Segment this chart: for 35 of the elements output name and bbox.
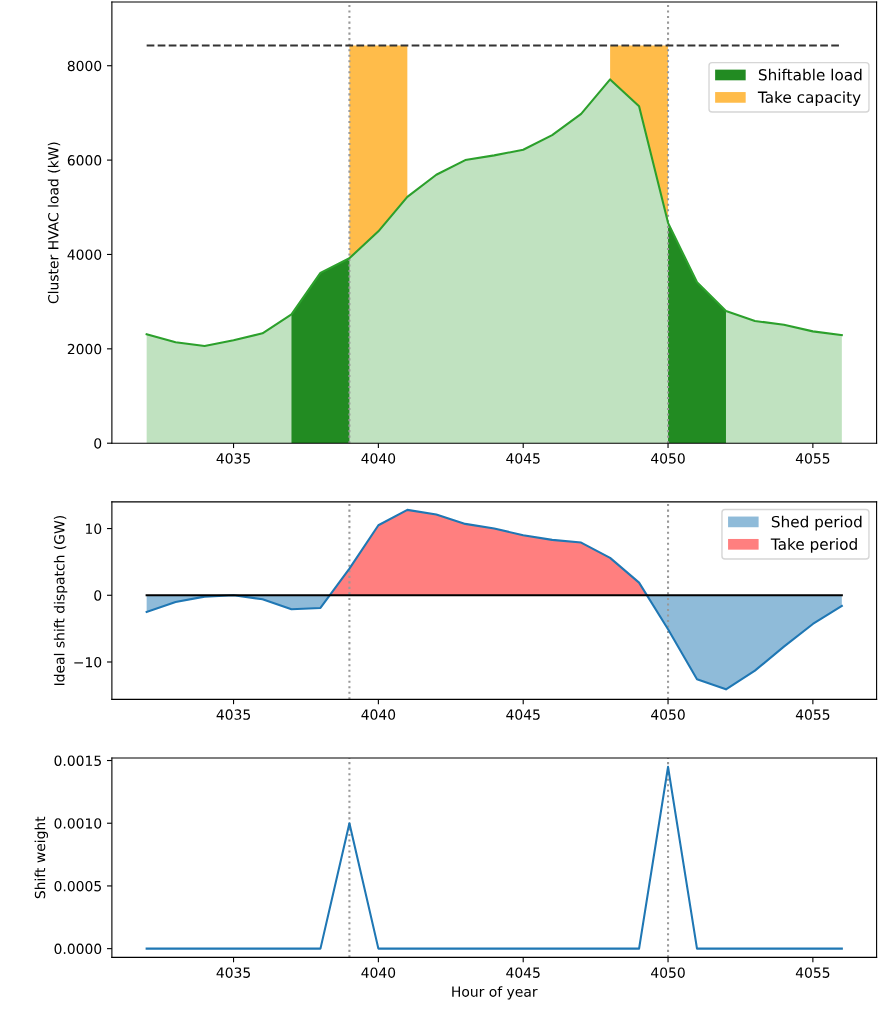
x-axis-title: Hour of year	[452, 986, 538, 1000]
x-tick-label: 4050	[651, 709, 685, 720]
x-tick-label: 4055	[795, 709, 830, 720]
y-axis-title: Ideal shift dispatch (GW)	[53, 516, 68, 686]
x-tick-label: 4050	[651, 967, 685, 978]
x-tick-label: 4045	[506, 709, 540, 720]
y-axis-title: Shift weight	[34, 816, 49, 899]
x-tick-label: 4045	[506, 967, 540, 978]
x-tick-label: 4045	[506, 453, 540, 464]
legend-label: Take period	[770, 538, 857, 553]
y-tick-label: 0.0015	[54, 755, 101, 766]
legend-label: Shed period	[771, 515, 862, 531]
y-tick-label: 6000	[67, 155, 102, 166]
y-tick-label: 2000	[67, 343, 102, 355]
x-tick-label: 4050	[651, 453, 685, 464]
x-tick-label: 4040	[361, 709, 396, 720]
y-tick-label: 0	[94, 590, 102, 601]
y-tick-label: 0.0010	[54, 818, 102, 829]
y-tick-label: 0	[94, 438, 102, 449]
x-tick-label: 4040	[361, 967, 396, 978]
y-tick-label: 10	[86, 523, 102, 535]
x-tick-label: 4055	[795, 453, 830, 464]
x-tick-label: 4035	[216, 709, 250, 720]
legend-label: Take capacity	[757, 91, 861, 106]
y-tick-label: 0.0000	[54, 943, 102, 955]
y-tick-label: 0.0005	[54, 880, 101, 892]
legend-label: Shiftable load	[758, 68, 862, 81]
x-tick-label: 4055	[795, 967, 830, 978]
x-tick-label: 4035	[216, 967, 250, 978]
y-tick-label: −10	[74, 656, 102, 668]
y-tick-label: 8000	[67, 60, 102, 72]
y-axis-title: Cluster HVAC load (kW)	[47, 142, 61, 304]
x-tick-label: 4040	[361, 453, 396, 464]
x-tick-label: 4035	[216, 453, 250, 464]
y-tick-label: 4000	[67, 249, 102, 260]
